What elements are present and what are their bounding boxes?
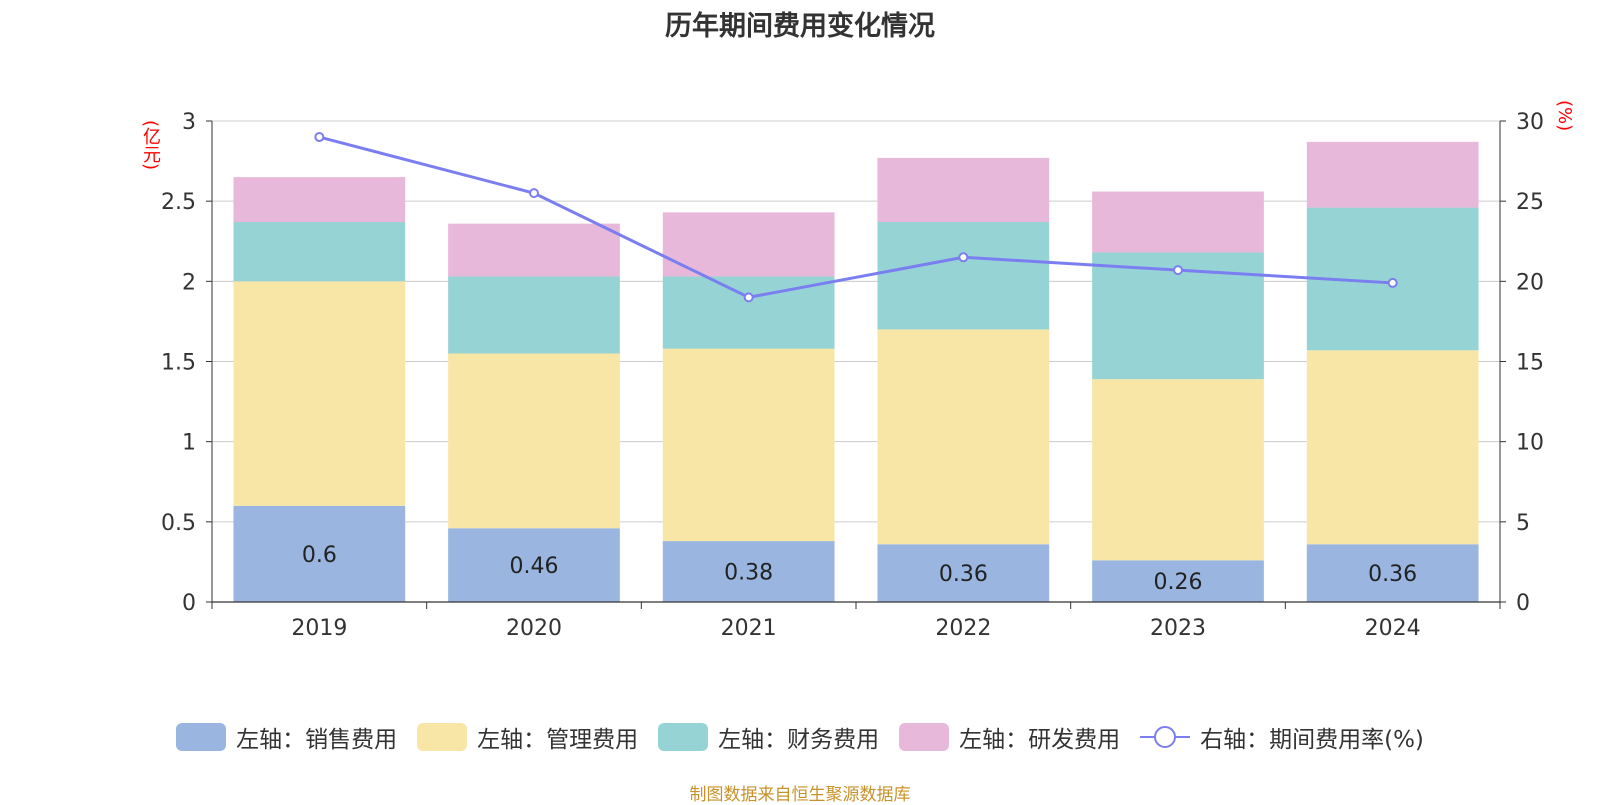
rate-point	[529, 188, 539, 199]
legend-swatch-admin	[417, 723, 468, 751]
bar-segment	[448, 353, 620, 529]
x-axis-category-label: 2019	[291, 616, 347, 641]
right-axis-tick-label: 0	[1516, 591, 1530, 616]
legend-item-rnd[interactable]: 左轴：研发费用	[899, 720, 1120, 754]
legend-swatch-sales	[176, 723, 227, 751]
left-axis-tick-label: 1	[182, 431, 196, 456]
legend-item-finance[interactable]: 左轴：财务费用	[658, 720, 879, 754]
bar-segment	[877, 222, 1050, 330]
bar-segment	[233, 177, 406, 223]
right-axis-tick-label: 25	[1516, 190, 1544, 215]
legend-item-admin[interactable]: 左轴：管理费用	[417, 720, 638, 754]
bar-segment	[448, 276, 620, 354]
right-axis-tick-label: 10	[1516, 431, 1544, 456]
legend-label-rate: 右轴：期间费用率(%)	[1200, 727, 1424, 753]
bar-segment	[877, 157, 1050, 223]
bar-data-label: 0.46	[510, 554, 559, 579]
legend-label-finance: 左轴：财务费用	[718, 727, 880, 753]
bar-segment	[662, 348, 835, 542]
left-axis-tick-label: 1.5	[161, 351, 196, 376]
rate-point	[958, 252, 969, 263]
rate-point	[1387, 277, 1398, 288]
left-axis-tick-label: 2	[182, 270, 196, 295]
legend-swatch-rnd	[899, 723, 950, 751]
bar-segment	[233, 222, 406, 282]
legend-label-sales: 左轴：销售费用	[236, 727, 398, 753]
legend-swatch-rate	[1140, 723, 1191, 751]
bar-data-label: 0.38	[724, 561, 773, 586]
rate-line	[318, 135, 1393, 299]
legend-swatch-finance	[658, 723, 709, 751]
bar-segment	[1092, 560, 1264, 602]
rate-point	[743, 292, 754, 303]
left-axis-tick-label: 0	[182, 591, 196, 616]
right-axis-tick-label: 15	[1516, 351, 1544, 376]
bar-data-label: 0.26	[1154, 570, 1203, 595]
bar-segment	[1092, 379, 1264, 561]
left-axis-unit: (亿元)	[140, 120, 161, 171]
rate-point	[1173, 265, 1183, 276]
x-axis-category-label: 2020	[506, 616, 562, 641]
x-axis-category-label: 2022	[935, 616, 991, 641]
legend-label-rnd: 左轴：研发费用	[959, 727, 1121, 753]
bar-segment	[662, 276, 835, 349]
bar-segment	[662, 541, 835, 602]
left-axis-tick-label: 2.5	[161, 190, 196, 215]
legend-label-admin: 左轴：管理费用	[477, 727, 639, 753]
bar-segment	[448, 528, 620, 602]
legend-item-sales[interactable]: 左轴：销售费用	[176, 720, 397, 754]
x-axis-category-label: 2024	[1365, 616, 1421, 641]
left-axis-tick-label: 3	[182, 110, 196, 135]
data-source-note: 制图数据来自恒生聚源数据库	[689, 785, 911, 805]
right-axis-tick-label: 20	[1516, 270, 1544, 295]
legend-item-rate[interactable]: 右轴：期间费用率(%)	[1140, 720, 1424, 754]
right-axis-unit: (%)	[1554, 100, 1575, 132]
right-axis-tick-label: 5	[1516, 511, 1530, 536]
bar-segment	[1092, 191, 1264, 253]
rate-point	[314, 132, 325, 143]
x-axis-category-label: 2023	[1150, 616, 1206, 641]
bar-segment	[1306, 141, 1479, 208]
bar-segment	[662, 212, 835, 277]
x-axis-category-label: 2021	[721, 616, 777, 641]
right-axis-tick-label: 30	[1516, 110, 1544, 135]
bar-segment	[448, 223, 620, 277]
bar-segment	[233, 281, 406, 506]
bar-segment	[1306, 544, 1479, 602]
bar-data-label: 0.36	[1368, 562, 1417, 587]
bar-segment	[233, 505, 406, 602]
bar-segment	[877, 544, 1050, 602]
bar-data-label: 0.6	[302, 543, 337, 568]
bar-data-label: 0.36	[939, 562, 988, 587]
bar-segment	[1306, 350, 1479, 545]
chart-title: 历年期间费用变化情况	[665, 11, 935, 42]
bar-segment	[877, 329, 1050, 545]
legend: 左轴：销售费用 左轴：管理费用 左轴：财务费用 左轴：研发费用 右轴：期间费用率…	[0, 720, 1600, 754]
left-axis-tick-label: 0.5	[161, 511, 196, 536]
